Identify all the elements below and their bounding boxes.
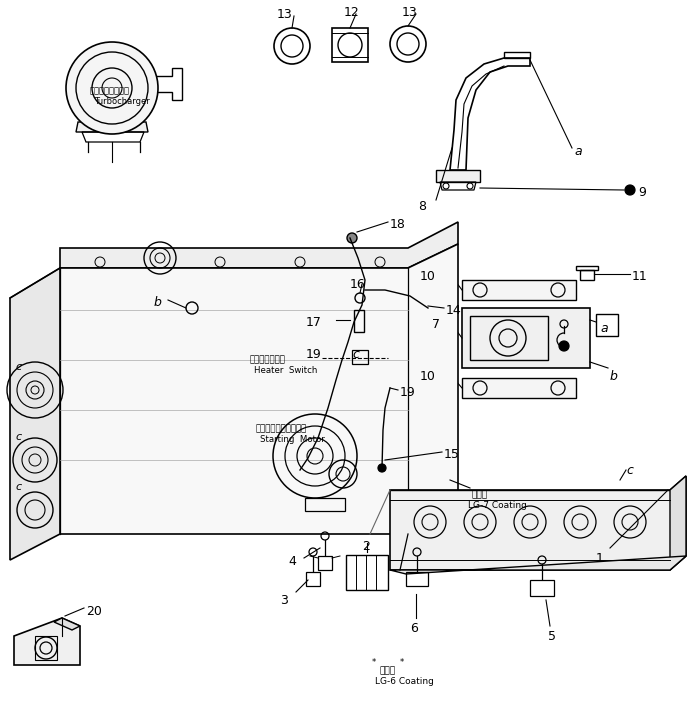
Text: スターティングモータ: スターティングモータ <box>256 424 307 433</box>
Text: c: c <box>626 464 633 477</box>
Polygon shape <box>670 476 686 570</box>
Text: 6: 6 <box>410 622 418 635</box>
Text: 15: 15 <box>444 448 460 461</box>
Text: c: c <box>15 432 21 442</box>
Text: 11: 11 <box>632 270 648 283</box>
Circle shape <box>625 185 635 195</box>
Text: 16: 16 <box>350 278 366 291</box>
Text: 20: 20 <box>86 605 102 618</box>
Text: b: b <box>610 370 618 383</box>
Polygon shape <box>462 378 576 398</box>
Text: Heater  Switch: Heater Switch <box>254 366 318 375</box>
Text: a: a <box>574 145 581 158</box>
Polygon shape <box>462 308 590 368</box>
Circle shape <box>378 464 386 472</box>
Text: a: a <box>600 322 608 335</box>
Text: 塗　布: 塗 布 <box>472 490 488 499</box>
Circle shape <box>66 42 158 134</box>
Text: 19: 19 <box>400 386 416 399</box>
Polygon shape <box>60 222 458 268</box>
Bar <box>354 310 364 332</box>
Polygon shape <box>436 170 480 182</box>
Text: c: c <box>15 362 21 372</box>
Circle shape <box>347 233 357 243</box>
Polygon shape <box>390 556 686 574</box>
Polygon shape <box>390 476 686 570</box>
Text: LG-6 Coating: LG-6 Coating <box>375 677 434 686</box>
Text: *: * <box>372 658 376 667</box>
Text: 13: 13 <box>402 6 418 19</box>
Text: 10: 10 <box>420 270 436 283</box>
Text: 14: 14 <box>446 304 462 317</box>
Text: 8: 8 <box>418 200 426 213</box>
Text: c: c <box>352 348 359 361</box>
Text: ターボチャージャ: ターボチャージャ <box>90 86 130 95</box>
Text: LG-7 Coating: LG-7 Coating <box>468 501 527 510</box>
Text: ヒータスイッチ: ヒータスイッチ <box>250 355 286 364</box>
Text: 4: 4 <box>288 555 296 568</box>
Text: 9: 9 <box>638 186 646 199</box>
Text: 塗　布: 塗 布 <box>380 666 396 675</box>
Polygon shape <box>54 618 80 630</box>
Polygon shape <box>60 244 458 534</box>
Polygon shape <box>10 268 60 560</box>
Text: 5: 5 <box>548 630 556 643</box>
Text: 17: 17 <box>306 316 322 329</box>
Text: 3: 3 <box>280 594 288 607</box>
Polygon shape <box>462 280 576 300</box>
Text: b: b <box>154 296 162 309</box>
Text: 12: 12 <box>344 6 360 19</box>
Text: 18: 18 <box>390 218 406 231</box>
Text: 2: 2 <box>362 540 370 553</box>
Text: 1: 1 <box>596 552 604 565</box>
Text: 19: 19 <box>306 348 322 361</box>
Text: Turbocharger: Turbocharger <box>94 97 149 106</box>
Text: *: * <box>400 658 404 667</box>
Bar <box>352 350 368 364</box>
Text: c: c <box>15 482 21 492</box>
Text: Starting  Motor: Starting Motor <box>260 435 325 444</box>
Text: 13: 13 <box>277 8 293 21</box>
Text: 7: 7 <box>432 318 440 331</box>
Polygon shape <box>76 122 148 132</box>
Text: 10: 10 <box>420 370 436 383</box>
Polygon shape <box>14 618 80 665</box>
Circle shape <box>559 341 569 351</box>
